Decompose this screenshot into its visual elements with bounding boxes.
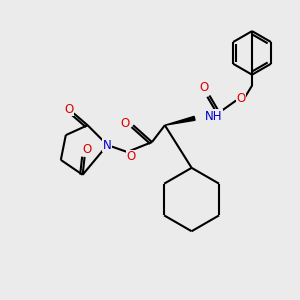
- Text: NH: NH: [205, 110, 222, 123]
- Text: N: N: [103, 139, 112, 152]
- Text: O: O: [121, 117, 130, 130]
- Text: O: O: [127, 150, 136, 164]
- Text: O: O: [82, 142, 91, 155]
- Text: O: O: [236, 92, 246, 105]
- Text: O: O: [64, 103, 74, 116]
- Polygon shape: [165, 116, 195, 125]
- Text: O: O: [200, 81, 209, 94]
